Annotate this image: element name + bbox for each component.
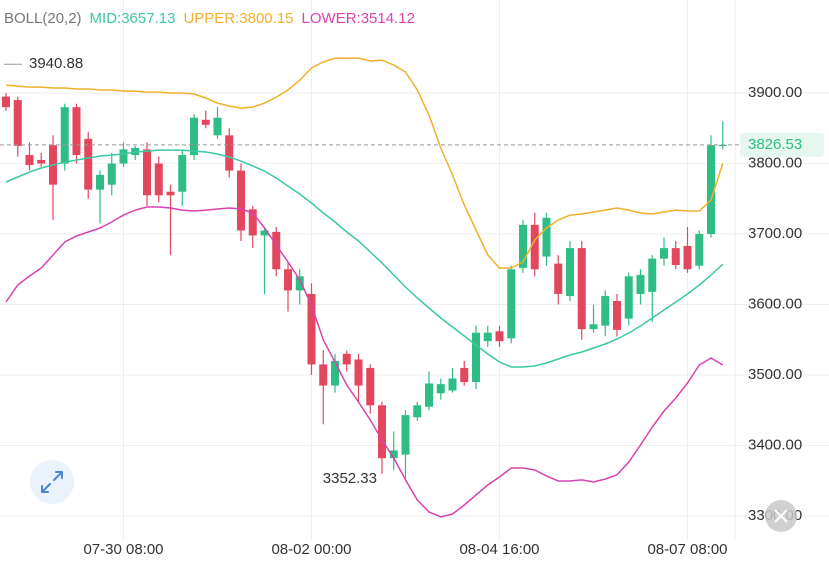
candle-body bbox=[601, 296, 610, 326]
candle-body bbox=[119, 149, 128, 164]
candle-body bbox=[683, 246, 692, 270]
candle-body bbox=[331, 360, 339, 386]
candle-body bbox=[401, 415, 410, 455]
candle-body bbox=[13, 100, 22, 146]
candle-body bbox=[60, 107, 69, 164]
candle-body bbox=[84, 138, 93, 190]
y-tick-label: 3500.00 bbox=[748, 366, 802, 383]
band-legend: LOWER:3514.12 bbox=[302, 10, 415, 27]
settings-icon bbox=[774, 509, 788, 523]
candle-body bbox=[378, 405, 386, 459]
candle-body bbox=[554, 263, 563, 294]
x-tick-label: 08-07 08:00 bbox=[647, 541, 727, 558]
candle-body bbox=[354, 359, 363, 386]
candle-body bbox=[495, 331, 504, 342]
y-tick-label: 3900.00 bbox=[748, 84, 802, 101]
candle-body bbox=[143, 149, 151, 196]
candle-body bbox=[284, 269, 292, 291]
candle-body bbox=[566, 248, 574, 297]
candle-body bbox=[577, 248, 586, 330]
candle-body bbox=[72, 107, 81, 156]
candle-body bbox=[389, 450, 398, 459]
candle-body bbox=[483, 332, 492, 342]
candle-body bbox=[448, 378, 457, 391]
candle-body bbox=[342, 353, 351, 365]
candle-body bbox=[530, 224, 539, 270]
y-tick-label: 3400.00 bbox=[748, 436, 802, 453]
indicator-label: BOLL(20,2) bbox=[4, 10, 82, 27]
candle-body bbox=[519, 224, 527, 268]
candle-body bbox=[248, 209, 257, 236]
candle-body bbox=[671, 248, 680, 266]
candle-body bbox=[307, 293, 316, 365]
candle-body bbox=[260, 230, 269, 236]
candle-body bbox=[718, 144, 727, 147]
candle-body bbox=[589, 324, 598, 330]
candle-body bbox=[436, 384, 445, 394]
last-price-label: 3826.53 bbox=[748, 136, 802, 153]
candle-body bbox=[707, 145, 715, 235]
candle-body bbox=[613, 300, 621, 330]
expand-icon bbox=[41, 471, 63, 493]
candle-body bbox=[213, 117, 222, 136]
candle-body bbox=[507, 269, 516, 339]
candle-body bbox=[542, 217, 551, 257]
band-legend: MID:3657.13 bbox=[90, 10, 176, 27]
candle-body bbox=[319, 364, 328, 386]
candle-body bbox=[413, 405, 422, 418]
last-price-box bbox=[740, 132, 824, 157]
candle-body bbox=[636, 274, 645, 294]
band-legend: UPPER:3800.15 bbox=[183, 10, 293, 27]
candle-body bbox=[107, 163, 116, 185]
expand-button[interactable] bbox=[30, 460, 74, 504]
high-marker-label: 3940.88 bbox=[29, 55, 83, 72]
low-marker-label: 3352.33 bbox=[323, 470, 377, 487]
candle-body bbox=[201, 119, 210, 125]
candle-body bbox=[154, 163, 163, 196]
y-tick-label: 3600.00 bbox=[748, 295, 802, 312]
x-tick-label: 07-30 08:00 bbox=[83, 541, 163, 558]
candle-body bbox=[295, 276, 304, 291]
x-tick-label: 08-02 00:00 bbox=[271, 541, 351, 558]
candle-body bbox=[237, 170, 245, 231]
candle-body bbox=[178, 155, 187, 192]
candle-body bbox=[695, 234, 704, 266]
band-line bbox=[5, 149, 724, 368]
candle-body bbox=[37, 160, 46, 164]
candle-body bbox=[472, 332, 480, 383]
candle-body bbox=[660, 248, 668, 259]
y-tick-label: 3700.00 bbox=[748, 225, 802, 242]
band-line bbox=[5, 206, 724, 518]
candle-body bbox=[624, 276, 633, 319]
candle-body bbox=[25, 155, 34, 165]
candle-body bbox=[190, 117, 198, 156]
band-line bbox=[5, 57, 724, 269]
candle-body bbox=[225, 135, 234, 171]
x-tick-label: 08-04 16:00 bbox=[459, 541, 539, 558]
candle-body bbox=[460, 367, 469, 383]
candle-body bbox=[648, 258, 657, 292]
plot bbox=[0, 0, 829, 540]
candle-body bbox=[166, 191, 175, 196]
candle-body bbox=[272, 231, 281, 270]
candle-body bbox=[2, 96, 10, 108]
candle-body bbox=[96, 174, 104, 190]
candle-body bbox=[366, 367, 375, 406]
y-tick-label: 3800.00 bbox=[748, 154, 802, 171]
candle-body bbox=[425, 383, 433, 407]
